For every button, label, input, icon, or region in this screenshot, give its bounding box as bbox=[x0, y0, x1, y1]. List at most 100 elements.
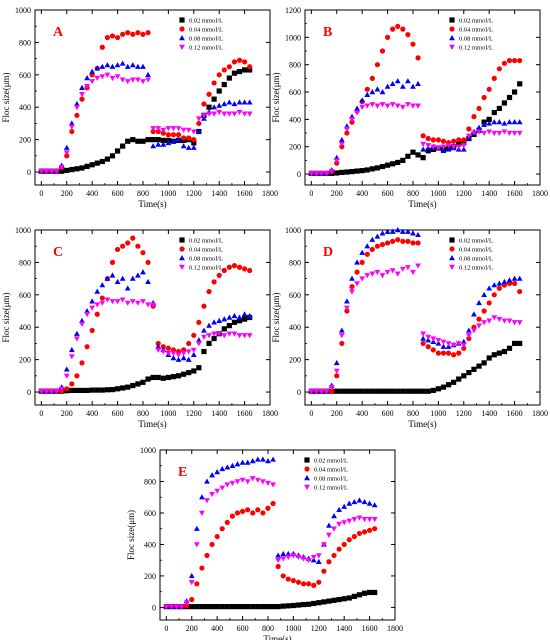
data-point bbox=[209, 604, 215, 610]
data-point bbox=[204, 604, 210, 610]
data-point bbox=[270, 456, 276, 462]
data-point bbox=[486, 120, 493, 126]
data-point bbox=[326, 522, 332, 528]
data-point bbox=[175, 136, 182, 142]
data-point bbox=[239, 477, 246, 483]
data-point bbox=[259, 456, 266, 462]
data-point bbox=[384, 103, 391, 109]
data-point bbox=[290, 602, 296, 609]
legend-marker bbox=[449, 44, 455, 50]
data-point bbox=[491, 315, 498, 321]
data-point bbox=[221, 316, 228, 322]
data-point bbox=[384, 162, 391, 168]
data-point bbox=[516, 320, 523, 326]
data-point bbox=[430, 347, 436, 353]
data-point bbox=[165, 132, 171, 138]
series-2 bbox=[163, 500, 378, 610]
y-axis-title: Floc size(μm) bbox=[1, 292, 11, 342]
data-point bbox=[331, 552, 337, 559]
data-point bbox=[173, 604, 180, 610]
panel-label: B bbox=[323, 25, 332, 40]
data-point bbox=[231, 312, 238, 319]
data-point bbox=[191, 332, 197, 338]
plot-frame bbox=[34, 229, 271, 406]
data-point bbox=[338, 136, 345, 143]
data-point bbox=[211, 279, 217, 285]
data-point bbox=[99, 44, 105, 50]
data-point bbox=[374, 86, 381, 92]
data-point bbox=[69, 128, 75, 135]
data-point bbox=[221, 333, 228, 339]
data-point bbox=[114, 148, 121, 154]
data-point bbox=[410, 149, 416, 155]
data-point bbox=[451, 138, 457, 144]
data-point bbox=[501, 278, 508, 285]
data-point bbox=[313, 389, 320, 395]
data-point bbox=[64, 167, 70, 174]
data-point bbox=[74, 105, 80, 111]
data-point bbox=[275, 557, 282, 564]
data-point bbox=[372, 589, 378, 596]
data-point bbox=[134, 272, 141, 278]
data-point bbox=[201, 113, 207, 119]
data-point bbox=[400, 157, 406, 163]
x-tick-label: 1600 bbox=[362, 624, 378, 633]
data-point bbox=[364, 167, 370, 173]
data-point bbox=[145, 71, 151, 78]
data-point bbox=[109, 63, 116, 69]
legend-marker bbox=[179, 17, 185, 23]
data-point bbox=[456, 350, 462, 356]
data-point bbox=[399, 83, 406, 89]
data-point bbox=[48, 169, 55, 175]
x-tick-label: 400 bbox=[86, 189, 98, 198]
x-tick-label: 400 bbox=[356, 409, 368, 418]
data-point bbox=[255, 507, 261, 513]
data-point bbox=[456, 376, 462, 382]
data-point bbox=[450, 144, 457, 150]
data-point bbox=[461, 373, 467, 379]
data-point bbox=[206, 322, 212, 328]
data-point bbox=[466, 369, 472, 376]
data-point bbox=[306, 581, 312, 587]
data-point bbox=[394, 227, 401, 233]
data-point bbox=[145, 77, 151, 83]
data-point bbox=[79, 360, 85, 366]
data-point bbox=[359, 249, 366, 255]
data-point bbox=[369, 89, 376, 95]
data-point bbox=[247, 67, 253, 73]
data-point bbox=[410, 41, 416, 47]
data-point bbox=[74, 112, 80, 118]
legend-entry: 0.08 mmol/L bbox=[459, 36, 493, 43]
data-point bbox=[165, 350, 172, 357]
data-point bbox=[315, 553, 322, 559]
data-point bbox=[476, 363, 482, 369]
data-point bbox=[415, 55, 421, 61]
data-point bbox=[420, 331, 427, 337]
data-point bbox=[236, 333, 243, 339]
data-point bbox=[160, 349, 167, 355]
data-point bbox=[465, 333, 472, 339]
y-tick-label: 400 bbox=[289, 115, 301, 124]
data-point bbox=[420, 155, 426, 161]
data-point bbox=[430, 387, 436, 394]
legend-marker bbox=[449, 246, 455, 252]
data-point bbox=[219, 465, 226, 472]
data-point bbox=[328, 169, 335, 175]
data-point bbox=[170, 138, 177, 144]
legend-entry: 0.12 mmol/L bbox=[189, 45, 223, 52]
data-point bbox=[270, 604, 276, 610]
data-point bbox=[280, 550, 287, 557]
data-point bbox=[219, 485, 226, 491]
data-point bbox=[270, 500, 276, 507]
data-point bbox=[465, 133, 472, 139]
data-point bbox=[124, 79, 131, 85]
data-point bbox=[486, 129, 493, 135]
data-point bbox=[84, 387, 90, 394]
plot-frame bbox=[159, 449, 396, 621]
data-point bbox=[305, 557, 312, 564]
series-4 bbox=[308, 102, 523, 177]
x-tick-label: 1400 bbox=[481, 189, 497, 198]
data-point bbox=[89, 327, 95, 334]
data-point bbox=[496, 105, 502, 112]
data-point bbox=[361, 590, 368, 596]
